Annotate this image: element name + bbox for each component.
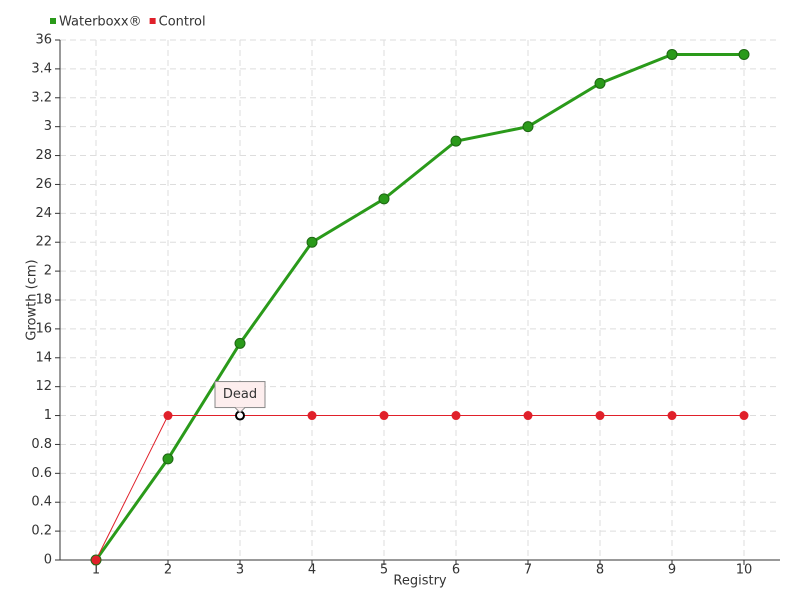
point [667, 411, 677, 421]
point [234, 337, 246, 349]
series-line [94, 52, 744, 561]
point [378, 193, 390, 205]
x-tick-label: 6 [452, 563, 460, 578]
x-tick-label: 2 [164, 563, 172, 578]
y-tick-label: 14 [35, 350, 52, 365]
y-tick-label: 0.4 [31, 495, 52, 510]
point [739, 411, 749, 421]
y-tick-label: 0 [44, 553, 52, 568]
point [738, 48, 750, 60]
legend-swatch [149, 18, 156, 24]
y-tick-label: 22 [35, 235, 52, 250]
point [306, 236, 318, 248]
point [91, 555, 101, 565]
x-tick-label: 1 [92, 563, 100, 578]
point [451, 411, 461, 421]
y-tick-label: 0.6 [31, 466, 52, 481]
y-tick-label: 0.2 [31, 524, 52, 539]
point [307, 411, 317, 421]
point [523, 411, 533, 421]
x-axis-label: Registry [393, 574, 447, 589]
x-tick-label: 4 [308, 563, 316, 578]
point [522, 121, 534, 133]
y-tick-label: 28 [35, 148, 52, 163]
point [450, 135, 462, 147]
x-tick-label: 10 [736, 563, 753, 578]
annotation-pointer [234, 407, 246, 414]
y-tick-label: 36 [35, 33, 52, 48]
y-axis-label: Growth (cm) [25, 259, 40, 340]
y-tick-label: 26 [35, 177, 52, 192]
point [379, 411, 389, 421]
point [163, 411, 173, 421]
x-tick-label: 3 [236, 563, 244, 578]
series-line [95, 415, 744, 561]
annotation-text: Dead [223, 387, 257, 402]
y-tick-label: 3.4 [31, 61, 52, 76]
y-tick-label: 18 [35, 293, 52, 308]
x-tick-label: 8 [596, 563, 604, 578]
x-tick-label: 7 [524, 563, 532, 578]
y-tick-label: 1 [44, 408, 52, 423]
legend-label: Waterboxx® [59, 15, 142, 30]
legend-label: Control [159, 15, 206, 30]
y-tick-label: 2 [44, 264, 52, 279]
legend-swatch [50, 18, 56, 24]
x-tick-label: 5 [380, 563, 388, 578]
y-tick-label: 16 [35, 321, 52, 336]
point [595, 411, 605, 421]
point [162, 453, 174, 465]
point [594, 77, 606, 89]
y-tick-label: 0.8 [31, 437, 52, 452]
y-tick-label: 24 [35, 206, 52, 221]
point [666, 48, 678, 60]
annotation-box [214, 381, 266, 409]
y-tick-label: 12 [35, 379, 52, 394]
y-tick-label: 3.2 [31, 90, 52, 105]
y-tick-label: 3 [44, 119, 52, 134]
x-tick-label: 9 [668, 563, 676, 578]
